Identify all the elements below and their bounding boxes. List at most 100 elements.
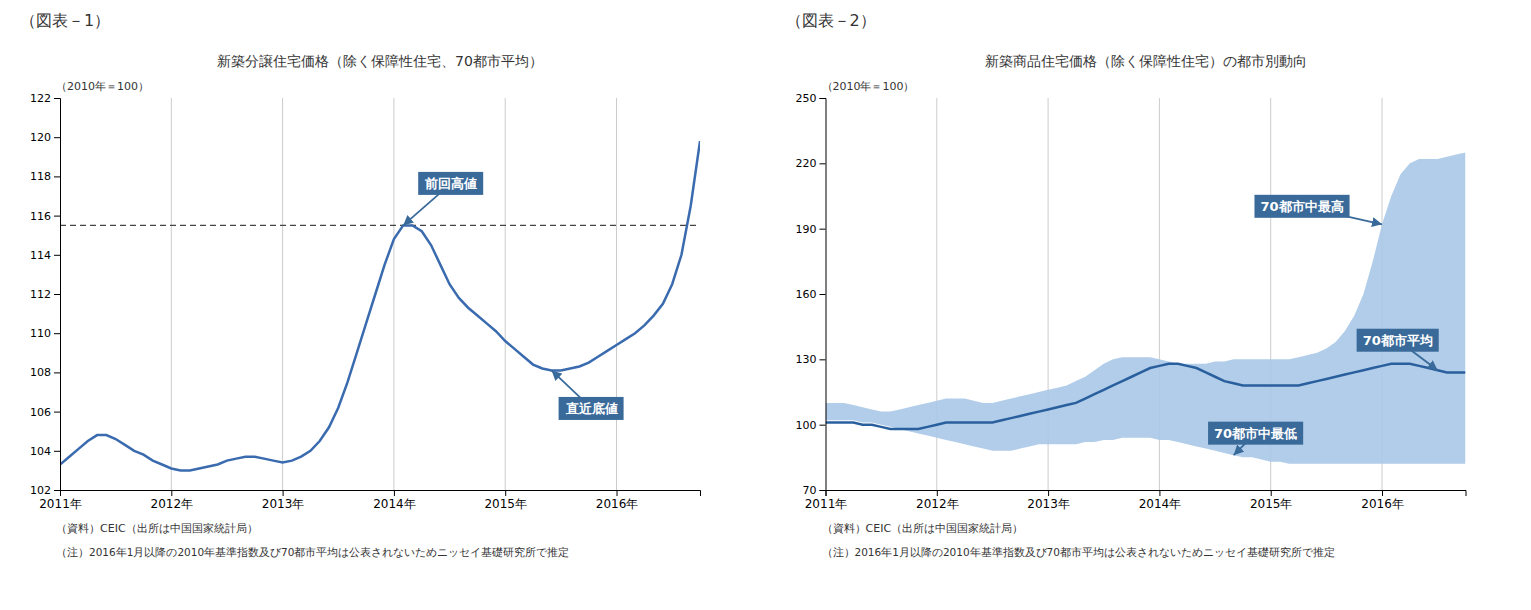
y-tick-mark	[54, 451, 60, 452]
y-tick-mark	[54, 255, 60, 256]
y-tick-label: 130	[796, 353, 817, 366]
y-tick: 104	[30, 445, 60, 458]
grid-line	[393, 98, 394, 490]
y-tick: 108	[30, 366, 60, 379]
x-tick: 2013年	[262, 490, 305, 511]
y-tick-label: 114	[30, 249, 51, 262]
x-axis-line	[826, 491, 1466, 497]
panel-label: （図表－2）	[786, 11, 876, 30]
y-tick-mark	[54, 333, 60, 334]
y-tick-label: 102	[30, 484, 51, 497]
x-tick: 2014年	[1139, 490, 1182, 511]
y-tick-label: 106	[30, 406, 51, 419]
y-tick-label: 116	[30, 210, 51, 223]
x-tick-mark	[1048, 490, 1049, 496]
annotation-box	[418, 172, 483, 195]
x-tick: 2016年	[596, 490, 639, 511]
y-tick-label: 70	[803, 484, 817, 497]
source-text: （資料）CEIC（出所は中国国家統計局）	[822, 522, 1024, 535]
y-axis-line	[54, 99, 61, 491]
x-tick-label: 2013年	[262, 497, 305, 511]
y-tick: 160	[796, 288, 826, 301]
x-tick-mark	[171, 490, 172, 496]
y-tick-mark	[54, 294, 60, 295]
y-tick-mark	[820, 359, 826, 360]
y-tick: 118	[30, 170, 60, 183]
y-tick-label: 122	[30, 92, 51, 105]
y-tick-label: 160	[796, 288, 817, 301]
y-tick-mark	[54, 176, 60, 177]
x-tick-mark	[937, 490, 938, 496]
x-tick: 2015年	[484, 490, 527, 511]
annotation: 直近底値	[552, 370, 624, 420]
annotation-text: 70都市平均	[1363, 333, 1433, 348]
annotation-box	[1357, 329, 1439, 352]
y-tick: 110	[30, 327, 60, 340]
y-tick-mark	[820, 425, 826, 426]
x-tick-mark	[1382, 490, 1383, 496]
annotation-text: 70都市中最高	[1260, 199, 1343, 214]
x-tick-label: 2013年	[1027, 497, 1070, 511]
annotation-box	[1254, 195, 1349, 218]
y-tick-mark	[820, 294, 826, 295]
x-tick-label: 2016年	[596, 497, 639, 511]
annotation: 70都市中最低	[1208, 422, 1303, 456]
y-tick: 190	[796, 223, 826, 236]
y-tick-label: 190	[796, 223, 817, 236]
y-tick-label: 220	[796, 157, 817, 170]
title: 新築商品住宅価格（除く保障性住宅）の都市別動向	[985, 53, 1307, 69]
y-tick: 102	[30, 484, 60, 497]
line	[60, 141, 700, 470]
y-axis: 70 100 130 160 190 220 250	[796, 92, 827, 497]
panel-label: （図表－1）	[20, 11, 110, 30]
grid-line	[616, 98, 617, 490]
x-tick-mark	[617, 490, 618, 496]
y-tick-label: 104	[30, 445, 51, 458]
y-tick-mark	[820, 98, 826, 99]
reference-line	[60, 225, 700, 226]
x-tick-mark	[1271, 490, 1272, 496]
y-axis: 102 104 106 108 110 112 114 116 118 120 122	[30, 92, 61, 497]
y-tick: 220	[796, 157, 826, 170]
y-tick-mark	[54, 216, 60, 217]
y-tick: 122	[30, 92, 60, 105]
annotation: 70都市平均	[1357, 329, 1439, 371]
y-axis-label: （2010年＝100）	[822, 80, 915, 93]
x-tick: 2012年	[916, 490, 959, 511]
x-axis: 2011年2012年2013年2014年2015年2016年	[805, 490, 1466, 511]
x-tick-label: 2014年	[373, 497, 416, 511]
note-text: （注）2016年1月以降の2010年基準指数及び70都市平均は公表されないためニ…	[56, 546, 570, 558]
y-axis-label: （2010年＝100）	[56, 80, 149, 93]
y-tick-label: 120	[30, 131, 51, 144]
x-tick: 2013年	[1027, 490, 1070, 511]
x-tick-mark	[1159, 490, 1160, 496]
annotation-box	[1208, 422, 1303, 445]
y-tick-mark	[54, 98, 60, 99]
y-tick: 130	[796, 353, 826, 366]
y-tick: 250	[796, 92, 826, 105]
y-tick-label: 110	[30, 327, 51, 340]
x-tick-label: 2014年	[1139, 497, 1182, 511]
x-tick-label: 2012年	[151, 497, 194, 511]
y-tick-mark	[54, 490, 60, 491]
y-tick-label: 118	[30, 170, 51, 183]
y-tick: 112	[30, 288, 60, 301]
x-tick: 2016年	[1361, 490, 1404, 511]
y-tick: 116	[30, 210, 60, 223]
line	[826, 364, 1466, 429]
x-tick-mark	[505, 490, 506, 496]
x-tick-label: 2015年	[1250, 497, 1293, 511]
y-tick: 100	[796, 419, 826, 432]
annotation-box	[559, 397, 624, 420]
y-tick-label: 250	[796, 92, 817, 105]
note-text: （注）2016年1月以降の2010年基準指数及び70都市平均は公表されないためニ…	[822, 546, 1336, 558]
y-tick-mark	[820, 490, 826, 491]
plot-area	[826, 98, 1466, 490]
x-tick: 2014年	[373, 490, 416, 511]
y-tick-mark	[54, 412, 60, 413]
annotation-text: 前回高値	[424, 176, 477, 191]
band	[826, 152, 1466, 463]
y-tick-mark	[54, 372, 60, 373]
x-tick-label: 2012年	[916, 497, 959, 511]
x-tick-mark	[394, 490, 395, 496]
